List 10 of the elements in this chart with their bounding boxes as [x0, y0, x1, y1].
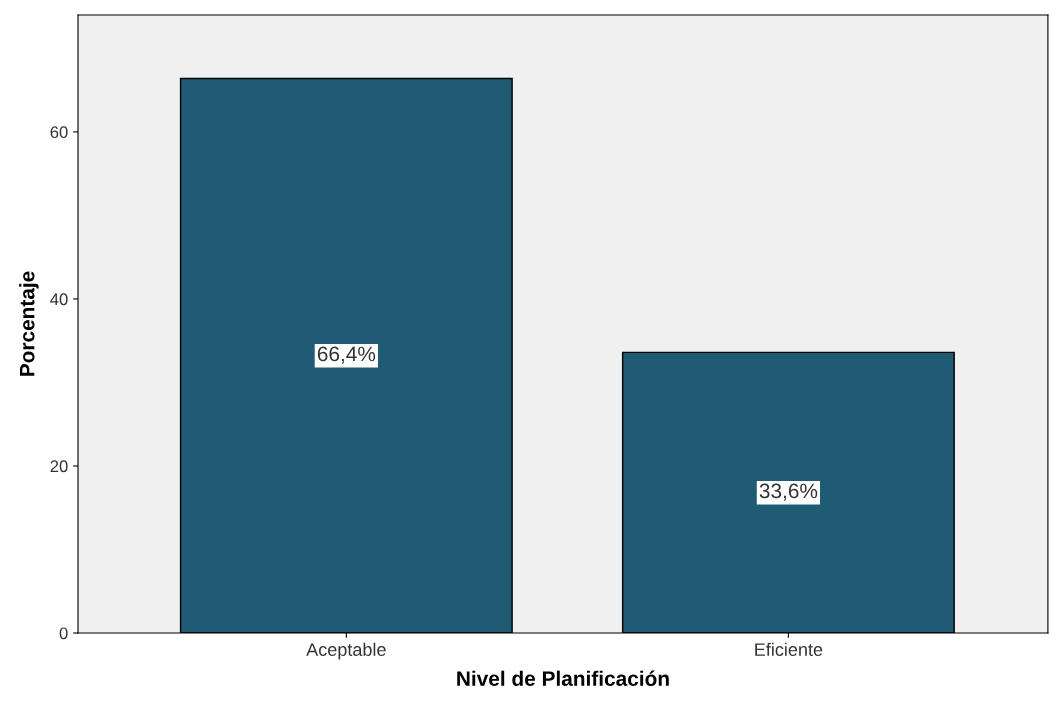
y-axis-title: Porcentaje [19, 271, 39, 376]
data-label: 66,4% [317, 346, 376, 364]
y-tick-label: 60 [50, 126, 68, 139]
x-axis-title: Nivel de Planificación [457, 670, 669, 686]
y-tick-label: 0 [59, 627, 68, 640]
y-tick-label: 40 [50, 293, 68, 306]
x-tick-label: Eficiente [755, 642, 823, 656]
x-tick-label: Aceptable [306, 642, 386, 660]
data-label: 33,6% [759, 483, 818, 501]
y-tick-label: 20 [50, 460, 68, 473]
